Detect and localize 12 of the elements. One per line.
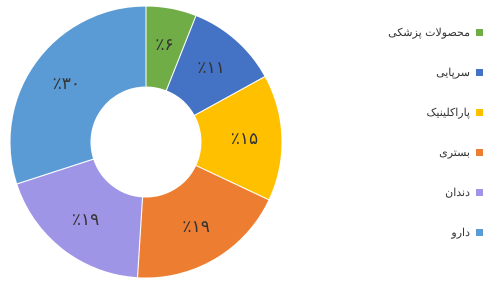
legend-label: سرپایی xyxy=(436,66,470,79)
data-label: ٪۱۹ xyxy=(72,210,100,230)
legend-label: محصولات پزشکی xyxy=(388,26,470,39)
legend-label: دندان xyxy=(445,186,470,199)
legend-label: بستری xyxy=(439,146,470,159)
data-label: ٪۱۹ xyxy=(182,216,210,237)
legend-label: پاراکلینیک xyxy=(426,106,470,119)
data-label: ٪۶ xyxy=(155,35,174,56)
data-label: ٪۳۰ xyxy=(52,74,80,94)
data-label: ٪۱۱ xyxy=(197,58,225,78)
legend-label: دارو xyxy=(450,226,470,239)
data-label: ٪۱۵ xyxy=(230,128,258,149)
